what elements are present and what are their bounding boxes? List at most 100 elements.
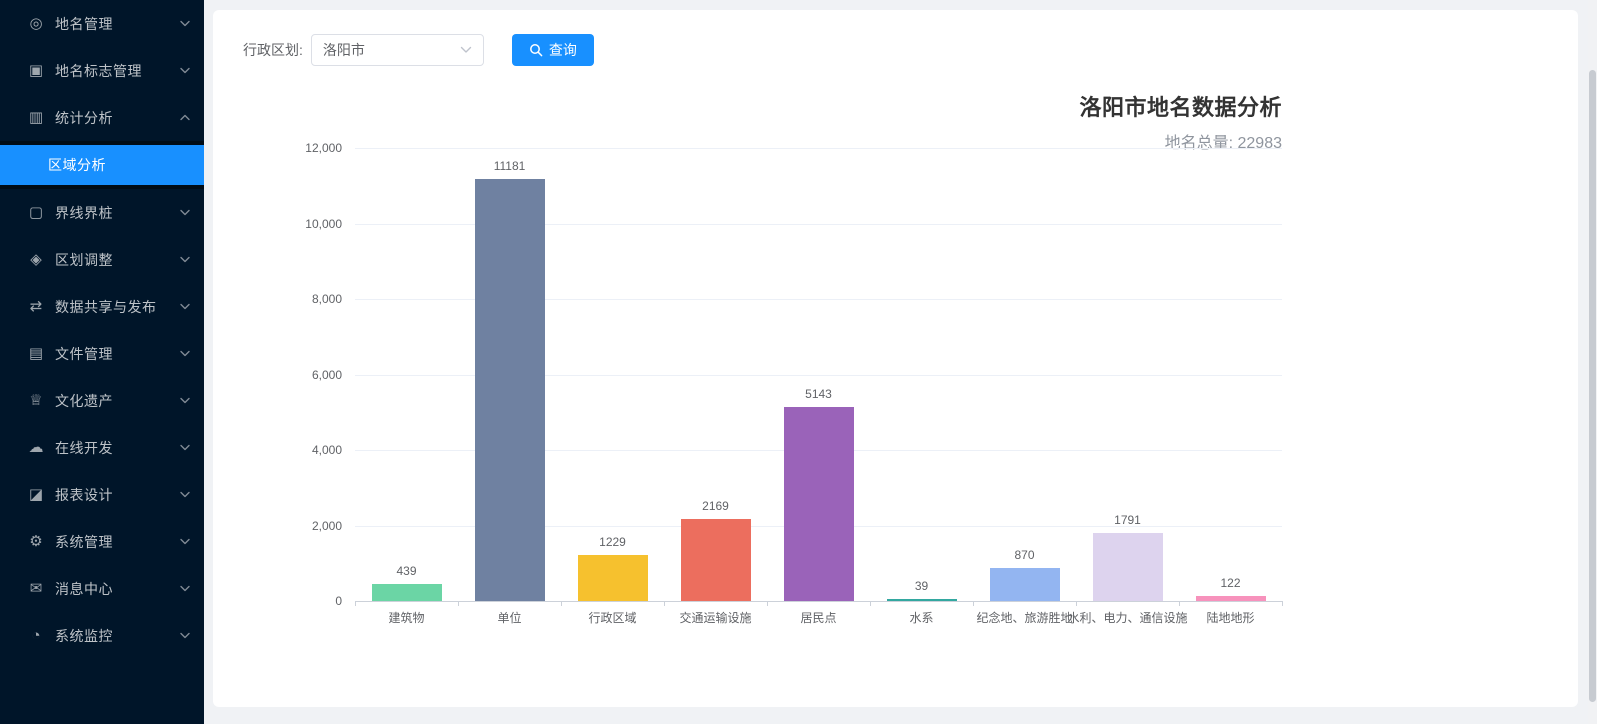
gridline [355,148,1282,149]
bar-3 [577,555,648,601]
sidebar-item-2[interactable]: ▣ 地名标志管理 [0,47,204,94]
chevron-down-icon [460,46,472,54]
sidebar-item-9[interactable]: ☁ 在线开发 [0,424,204,471]
chart-header: 洛阳市地名数据分析 地名总量: 22983 [1079,90,1282,153]
bar-8 [1092,533,1163,601]
bar-value-label: 870 [1014,548,1035,562]
x-axis-tick [870,601,871,606]
share-icon: ⇄ [29,298,43,315]
sidebar-item-11[interactable]: ⚙ 系统管理 [0,518,204,565]
sidebar-item-label: 统计分析 [55,109,113,126]
bar-value-label: 122 [1220,576,1241,590]
scrollbar-thumb[interactable] [1589,70,1596,702]
x-axis-tick [1076,601,1077,606]
sidebar-menu: ◎ 地名管理 ▣ 地名标志管理 ▥ 统计分析 区域分析 ▢ 界线界桩 ◈ 区划调整 ⇄ 数据共享与发布 ▤… [0,0,204,659]
bar-value-label: 5143 [805,387,832,401]
bar-value-label: 1229 [599,535,626,549]
bar-5 [783,407,854,601]
sidebar-item-label: 数据共享与发布 [55,298,157,315]
gear-icon: ⚙ [29,533,43,550]
file-icon: ▤ [28,345,44,362]
region-select-value: 洛阳市 [322,42,365,58]
x-axis-tick [664,601,665,606]
bar-value-label: 39 [914,579,929,593]
sidebar-item-6[interactable]: ⇄ 数据共享与发布 [0,283,204,330]
x-axis-category-label: 交通运输设施 [679,611,752,625]
region-filter-label: 行政区划: [243,42,303,58]
monitor-icon: ◔ [31,627,41,644]
y-axis-tick-label: 10,000 [305,216,342,231]
bar-4 [680,519,751,601]
sidebar-item-label: 界线界桩 [55,204,113,221]
bar-2 [474,179,545,601]
sidebar-item-1[interactable]: ◎ 地名管理 [0,0,204,47]
sidebar-item-5[interactable]: ◈ 区划调整 [0,236,204,283]
region-select[interactable]: 洛阳市 [310,34,484,66]
sidebar-item-3[interactable]: ▥ 统计分析 [0,94,204,141]
filter-bar: 行政区划: 洛阳市 查询 [243,34,594,66]
y-axis-tick-label: 8,000 [311,292,342,306]
search-icon [529,43,543,57]
sidebar-item-label: 系统监控 [55,627,113,644]
sidebar-item-12[interactable]: ✉ 消息中心 [0,565,204,612]
chevron-down-icon [180,256,190,263]
sidebar-item-10[interactable]: ◪ 报表设计 [0,471,204,518]
bar-value-label: 439 [396,564,417,578]
y-axis-tick-label: 12,000 [305,141,342,155]
x-axis-tick [561,601,562,606]
sidebar-submenu: 区域分析 [0,141,204,189]
chevron-up-icon [180,114,190,121]
x-axis-tick [458,601,459,606]
bar-1 [371,584,442,601]
chevron-down-icon [180,209,190,216]
message-icon: ✉ [29,580,43,597]
x-axis-line [355,601,1282,602]
bar-value-label: 1791 [1114,513,1141,527]
x-axis-category-label: 陆地地形 [1206,611,1255,625]
sidebar-item-label: 系统管理 [55,533,113,550]
y-axis-tick-label: 6,000 [311,367,342,382]
chart-title: 洛阳市地名数据分析 [1079,95,1282,120]
x-axis-category-label: 居民点 [800,611,837,625]
save-badge-icon: ▣ [28,62,44,79]
x-axis-tick [1282,601,1283,606]
chevron-down-icon [180,20,190,27]
x-axis-category-label: 水利、电力、通信设施 [1067,611,1188,625]
bar-value-label: 11181 [493,159,526,173]
y-axis-tick-label: 4,000 [311,443,342,457]
chevron-down-icon [180,350,190,357]
sidebar-subitem-active[interactable]: 区域分析 [0,145,204,185]
chevron-down-icon [180,585,190,592]
sidebar-item-13[interactable]: ◔ 系统监控 [0,612,204,659]
bar-7 [989,568,1060,601]
chart-subtitle: 地名总量: 22983 [1164,135,1282,152]
sidebar-item-7[interactable]: ▤ 文件管理 [0,330,204,377]
query-button[interactable]: 查询 [511,34,594,66]
sidebar-item-label: 消息中心 [55,580,113,597]
query-button-label: 查询 [548,42,577,58]
y-axis-tick-label: 0 [335,594,342,608]
chevron-down-icon [180,632,190,639]
scrollbar-track[interactable] [1588,0,1597,724]
sidebar-item-4[interactable]: ▢ 界线界桩 [0,189,204,236]
sidebar-item-label: 地名标志管理 [55,62,142,79]
x-axis-category-label: 水系 [909,611,934,625]
boundary-frame-icon: ▢ [28,204,44,221]
gridline [355,223,1282,225]
bar-value-label: 2169 [702,499,729,513]
x-axis-tick [1179,601,1180,606]
sidebar-item-label: 文化遗产 [55,392,113,409]
sidebar-item-label: 文件管理 [55,345,113,362]
sidebar-item-label: 区划调整 [55,251,113,268]
area-chart-icon: ◪ [28,486,44,503]
x-axis-tick [767,601,768,606]
bar-9 [1195,596,1266,601]
bar-chart-plot: 12,000 10,000 8,000 6,000 4,000 2,000 0 439 建筑物 1… [305,141,1283,625]
x-axis-category-label: 建筑物 [388,611,425,625]
x-axis-tick [355,601,356,606]
content-card: 行政区划: 洛阳市 查询 洛阳市地名数据分析 地名总量: 22983 12,00… [213,10,1578,707]
chevron-down-icon [180,67,190,74]
gridline [355,299,1282,300]
crown-icon: ♕ [29,392,43,409]
sidebar-item-8[interactable]: ♕ 文化遗产 [0,377,204,424]
